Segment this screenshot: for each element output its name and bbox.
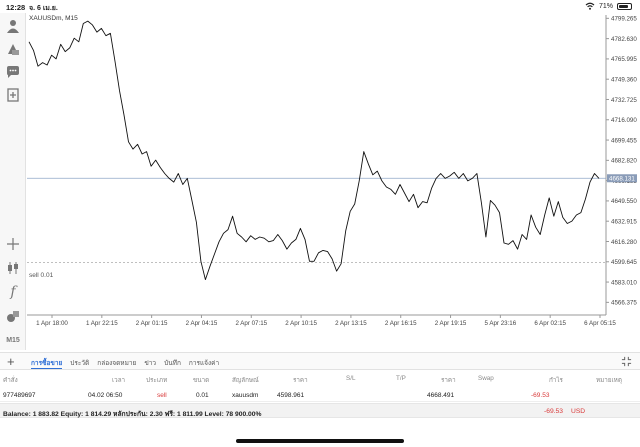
order-cell: 977489697 (3, 392, 36, 399)
objects-icon[interactable] (4, 307, 22, 325)
y-tick-label: 4732.725 (611, 97, 637, 104)
x-tick-label: 2 Apr 16:15 (385, 320, 417, 327)
symbol-cell: xauusdm (232, 392, 259, 399)
table-row[interactable]: 977489697 04.02 06:50 sell 0.01 xauusdm … (0, 388, 640, 402)
chart-symbol-label: XAUUSDm, M15 (29, 15, 78, 22)
battery-level (619, 4, 629, 8)
y-tick-label: 4566.375 (611, 300, 637, 307)
x-tick-label: 2 Apr 04:15 (186, 320, 218, 327)
trade-table-header: คำสั่ง เวลา ประเภท ขนาด สัญลักษณ์ ราคา S/L T/P ร… (0, 372, 640, 386)
y-tick-label: 4799.265 (611, 16, 637, 23)
y-tick-label: 4749.360 (611, 76, 637, 83)
x-tick-label: 2 Apr 13:15 (335, 320, 367, 327)
tab-2[interactable]: กล่องจดหมาย (97, 360, 137, 367)
y-tick-label: 4599.645 (611, 259, 637, 266)
y-tick-label: 4583.010 (611, 279, 637, 286)
y-tick-label: 4682.820 (611, 158, 637, 165)
status-date: จ. 6 เม.ย. (29, 5, 58, 12)
status-right: 71% (585, 2, 632, 10)
home-indicator (236, 439, 404, 443)
header-col-8[interactable]: ราคา (441, 377, 456, 384)
toolbox-tabs: + การซื้อขาย ประวัติ กล่องจดหมาย ข่าว บันทึก… (0, 352, 640, 370)
header-col-0[interactable]: คำสั่ง (3, 377, 18, 384)
tab-list: การซื้อขาย ประวัติ กล่องจดหมาย ข่าว บันทึก กา… (31, 358, 219, 369)
y-tick-label: 4699.455 (611, 137, 637, 144)
y-tick-label: 4616.280 (611, 239, 637, 246)
tab-1[interactable]: ประวัติ (70, 360, 90, 367)
chart-toolbar: f M15 (0, 13, 26, 350)
current-price-label: 4668.131 (609, 176, 635, 183)
chat-icon[interactable] (4, 63, 22, 81)
header-col-11[interactable]: หมายเหตุ (596, 377, 622, 384)
header-col-6[interactable]: S/L (346, 375, 356, 382)
header-col-4[interactable]: สัญลักษณ์ (232, 377, 259, 384)
y-tick-label: 4716.090 (611, 117, 637, 124)
tab-0[interactable]: การซื้อขาย (31, 360, 63, 369)
x-tick-label: 1 Apr 22:15 (86, 320, 118, 327)
add-icon[interactable]: + (7, 354, 15, 369)
balance-bar: Balance: 1 883.82 Equity: 1 814.29 หลักป… (0, 403, 640, 418)
type-cell: sell (157, 392, 167, 399)
header-col-9[interactable]: Swap (478, 375, 494, 382)
header-col-5[interactable]: ราคา (293, 377, 308, 384)
y-tick-label: 4632.915 (611, 219, 637, 226)
balance-profit: -69.53 (544, 408, 563, 415)
header-col-7[interactable]: T/P (396, 375, 406, 382)
tab-4[interactable]: บันทึก (164, 360, 181, 367)
crosshair-icon[interactable] (4, 235, 22, 253)
timeframe-label[interactable]: M15 (6, 336, 20, 344)
header-col-2[interactable]: ประเภท (146, 377, 168, 384)
price-cell: 4668.491 (427, 392, 455, 399)
new-order-icon[interactable] (4, 86, 22, 104)
x-tick-label: 2 Apr 01:15 (136, 320, 168, 327)
x-tick-label: 5 Apr 23:16 (485, 320, 517, 327)
position-label: sell 0.01 (29, 272, 54, 279)
price-series-line (28, 20, 600, 281)
x-tick-label: 2 Apr 07:15 (235, 320, 267, 327)
header-col-3[interactable]: ขนาด (193, 377, 210, 384)
current-price-box (607, 174, 637, 183)
battery-percent: 71% (598, 2, 613, 10)
y-tick-label: 4782.630 (611, 36, 637, 43)
header-col-1[interactable]: เวลา (112, 377, 126, 384)
battery-icon (617, 2, 632, 10)
x-tick-label: 2 Apr 10:15 (285, 320, 317, 327)
tab-3[interactable]: ข่าว (144, 360, 157, 367)
price-chart[interactable]: 4799.265 4782.630 4765.995 4749.360 4732.725… (27, 13, 640, 341)
profile-icon[interactable] (4, 17, 22, 35)
time-cell: 04.02 06:50 (88, 392, 123, 399)
x-tick-label: 1 Apr 18:00 (36, 320, 68, 327)
expand-icon[interactable] (621, 356, 632, 367)
function-icon[interactable]: f (10, 284, 16, 300)
wifi-icon (585, 2, 595, 10)
x-tick-label: 6 Apr 02:15 (534, 320, 566, 327)
balance-currency: USD (571, 408, 586, 415)
size-cell: 0.01 (196, 392, 209, 399)
open-price-cell: 4598.961 (277, 392, 305, 399)
balance-text: Balance: 1 883.82 Equity: 1 814.29 หลักป… (3, 411, 262, 418)
y-tick-label: 4649.550 (611, 198, 637, 205)
x-tick-label: 2 Apr 19:15 (435, 320, 467, 327)
x-tick-label: 6 Apr 05:15 (584, 320, 616, 327)
candlestick-icon[interactable] (4, 259, 22, 277)
profit-cell: -69.53 (531, 392, 550, 399)
status-time: 12:28 (6, 3, 26, 12)
header-col-10[interactable]: กำไร (549, 377, 563, 384)
chart-svg: 4799.265 4782.630 4765.995 4749.360 4732.725… (27, 15, 637, 327)
y-tick-label: 4765.995 (611, 56, 637, 63)
indicators-icon[interactable] (4, 40, 22, 58)
status-bar: 12:28 จ. 6 เม.ย. 71% (0, 0, 640, 13)
tab-5[interactable]: การแจ้งค่า (188, 360, 220, 367)
